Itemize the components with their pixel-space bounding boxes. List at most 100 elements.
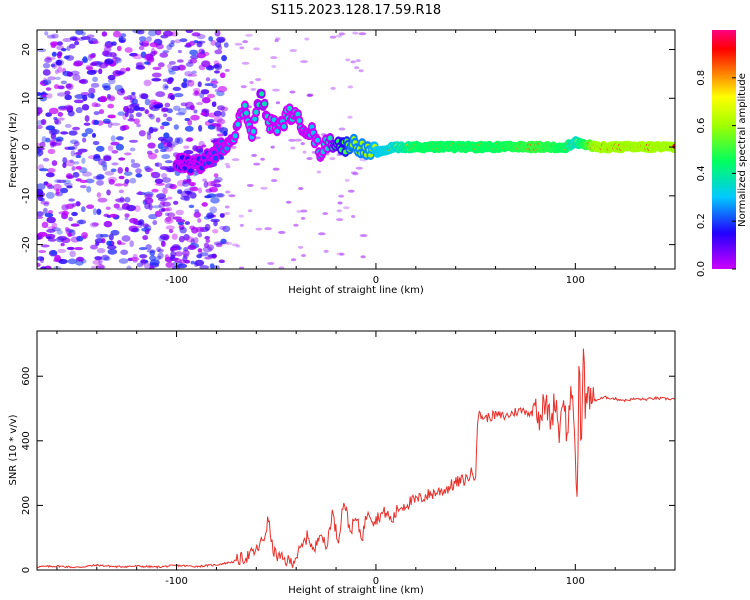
heatmap-noise-blob [199,265,210,269]
heatmap-noise-blob [194,209,200,213]
heatmap-noise-blob [115,143,124,151]
heatmap-noise-blob [336,252,344,256]
heatmap-noise-blob [213,110,222,117]
heatmap-noise-blob [92,155,101,162]
heatmap-noise-blob [159,233,170,241]
heatmap-noise-blob [93,119,99,125]
heatmap-noise-blob [199,252,209,257]
heatmap-noise-blob [167,212,176,218]
heatmap-noise-blob [64,182,73,187]
heatmap-noise-blob [42,62,51,69]
heatmap-noise-blob [166,206,173,212]
heatmap-noise-blob [162,30,173,37]
heatmap-noise-blob [336,34,343,38]
heatmap-noise-blob [190,260,195,265]
heatmap-noise-blob [126,204,136,212]
heatmap-noise-blob [132,53,143,60]
heatmap-noise-blob [190,54,199,60]
heatmap-noise-blob [107,121,113,128]
heatmap-noise-blob [157,136,167,141]
heatmap-noise-blob [198,48,205,54]
heatmap-noise-blob [146,56,154,62]
heatmap-noise-blob [45,191,55,199]
heatmap-noise-blob [204,256,213,260]
heatmap-noise-blob [71,145,78,150]
heatmap-noise-blob [359,234,368,238]
heatmap-noise-blob [57,248,67,254]
heatmap-noise-blob [140,258,147,266]
heatmap-noise-blob [67,146,76,151]
heatmap-noise-blob [67,258,77,265]
heatmap-noise-blob [318,232,326,236]
heatmap-ridge-core [261,101,267,107]
heatmap-noise-blob [179,38,188,43]
heatmap-noise-blob [76,256,85,262]
heatmap-noise-blob [50,250,57,255]
heatmap-noise-blob [216,36,226,43]
heatmap-noise-blob [51,227,62,232]
heatmap-noise-blob [55,59,63,66]
heatmap-noise-blob [338,194,345,198]
heatmap-noise-blob [57,66,63,73]
heatmap-noise-blob [64,90,71,95]
heatmap-noise-blob [97,197,108,203]
heatmap-noise-blob [81,206,86,213]
heatmap-noise-blob [347,189,355,193]
heatmap-noise-blob [235,244,241,248]
heatmap-noise-blob [221,54,227,62]
heatmap-ridge-core [274,128,280,134]
heatmap-noise-blob [42,69,51,76]
heatmap-noise-blob [51,51,57,57]
heatmap-noise-blob [204,83,214,87]
heatmap-noise-blob [179,226,187,234]
heatmap-noise-blob [130,159,136,164]
heatmap-noise-blob [38,249,47,254]
heatmap-noise-blob [92,140,100,146]
heatmap-noise-blob [96,247,106,254]
heatmap-noise-blob [160,240,166,247]
heatmap-noise-blob [223,212,231,216]
heatmap-noise-blob [197,232,203,238]
heatmap-noise-blob [193,211,201,218]
heatmap-noise-blob [74,246,84,251]
heatmap-noise-blob [106,93,111,100]
heatmap-noise-blob [194,259,205,267]
heatmap-ridge-core [327,135,333,141]
heatmap-noise-blob [196,33,206,40]
heatmap-noise-blob [124,217,129,221]
heatmap-noise-blob [114,183,124,187]
heatmap-noise-blob [255,78,262,82]
heatmap-noise-blob [53,116,58,120]
heatmap-noise-blob [172,86,182,92]
heatmap-noise-blob [144,202,151,210]
heatmap-noise-blob [86,34,95,39]
heatmap-noise-blob [88,87,96,95]
heatmap-noise-blob [215,41,222,48]
heatmap-noise-blob [56,179,67,184]
heatmap-noise-blob [102,50,110,57]
heatmap-noise-blob [55,188,60,196]
heatmap-noise-blob [124,213,130,218]
heatmap-ridge-core [235,121,241,127]
heatmap-noise-blob [161,146,169,150]
heatmap-noise-blob [297,245,304,249]
heatmap-noise-blob [134,205,141,212]
heatmap-noise-blob [75,106,83,114]
heatmap-noise-blob [47,76,56,81]
colorbar-gradient [712,30,736,269]
heatmap-noise-blob [150,171,156,176]
heatmap-noise-blob [124,196,131,203]
heatmap-noise-blob [81,103,90,111]
heatmap-noise-blob [270,56,278,60]
heatmap-noise-blob [274,37,281,41]
heatmap-noise-blob [91,40,99,45]
heatmap-noise-blob [72,61,83,67]
heatmap-noise-blob [152,220,158,226]
heatmap-noise-blob [91,133,97,138]
heatmap-noise-blob [96,179,104,186]
heatmap-noise-blob [90,62,98,67]
heatmap-noise-blob [166,79,173,85]
heatmap-noise-blob [211,123,220,127]
heatmap-noise-blob [175,251,183,257]
